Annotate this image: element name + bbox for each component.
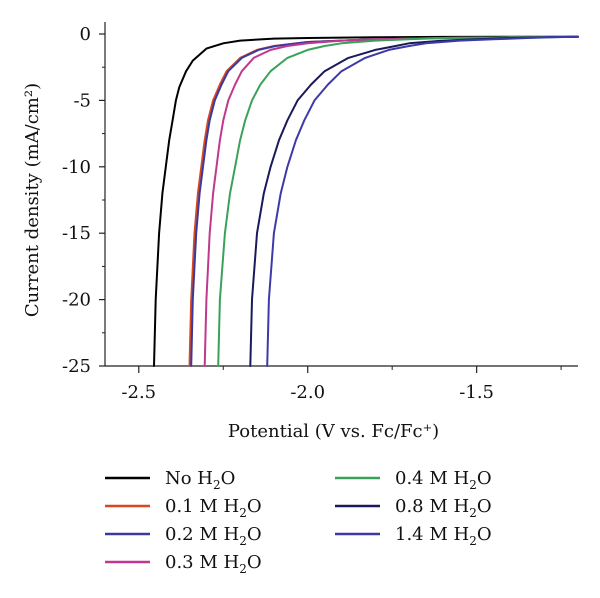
x-tick-label: -1.5 [459,382,494,403]
x-axis-title: Potential (V vs. Fc/Fc⁺) [228,421,439,442]
legend-label: No H2O [165,468,235,492]
axes: 0 -5 -10 -15 -20 -25 -2.5 -2.0 -1.5 [62,22,578,403]
y-tick-label: -10 [62,157,91,178]
series-layer [153,35,579,367]
series-line-7 [266,35,579,367]
y-tick-label: 0 [80,24,91,45]
legend-item-6: 0.8 M H2O [335,496,492,520]
y-tick-label: -20 [62,290,91,311]
series-line-5 [217,35,579,367]
y-tick-label: -5 [73,90,91,111]
series-line-1 [153,35,579,367]
legend-label: 1.4 M H2O [395,524,492,548]
y-axis-title: Current density (mA/cm²) [22,83,43,317]
y-tick-label: -25 [62,356,91,377]
legend-item-4: 0.3 M H2O [105,552,262,576]
legend-item-1: No H2O [105,468,235,492]
legend-label: 0.1 M H2O [165,496,262,520]
legend-label: 0.8 M H2O [395,496,492,520]
series-line-6 [249,35,579,367]
legend-item-2: 0.1 M H2O [105,496,262,520]
legend-item-3: 0.2 M H2O [105,524,262,548]
legend-label: 0.3 M H2O [165,552,262,576]
legend-label: 0.4 M H2O [395,468,492,492]
legend: No H2O 0.1 M H2O 0.2 M H2O 0.3 M H2O 0.4 M H… [105,468,492,576]
series-line-2 [188,35,579,367]
legend-item-5: 0.4 M H2O [335,468,492,492]
x-tick-label: -2.0 [290,382,325,403]
legend-label: 0.2 M H2O [165,524,262,548]
series-line-3 [190,35,579,367]
y-tick-label: -15 [62,223,91,244]
x-tick-label: -2.5 [121,382,156,403]
legend-item-7: 1.4 M H2O [335,524,492,548]
series-line-4 [203,35,579,367]
